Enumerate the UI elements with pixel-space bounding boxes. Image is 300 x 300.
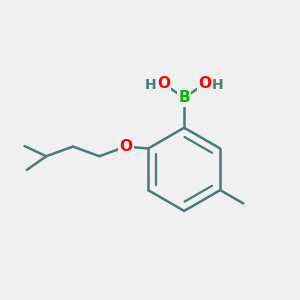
Text: O: O — [119, 139, 132, 154]
Text: H: H — [145, 78, 157, 92]
Text: H: H — [212, 78, 223, 92]
Text: B: B — [178, 91, 190, 106]
Text: O: O — [157, 76, 170, 91]
Text: O: O — [198, 76, 212, 91]
